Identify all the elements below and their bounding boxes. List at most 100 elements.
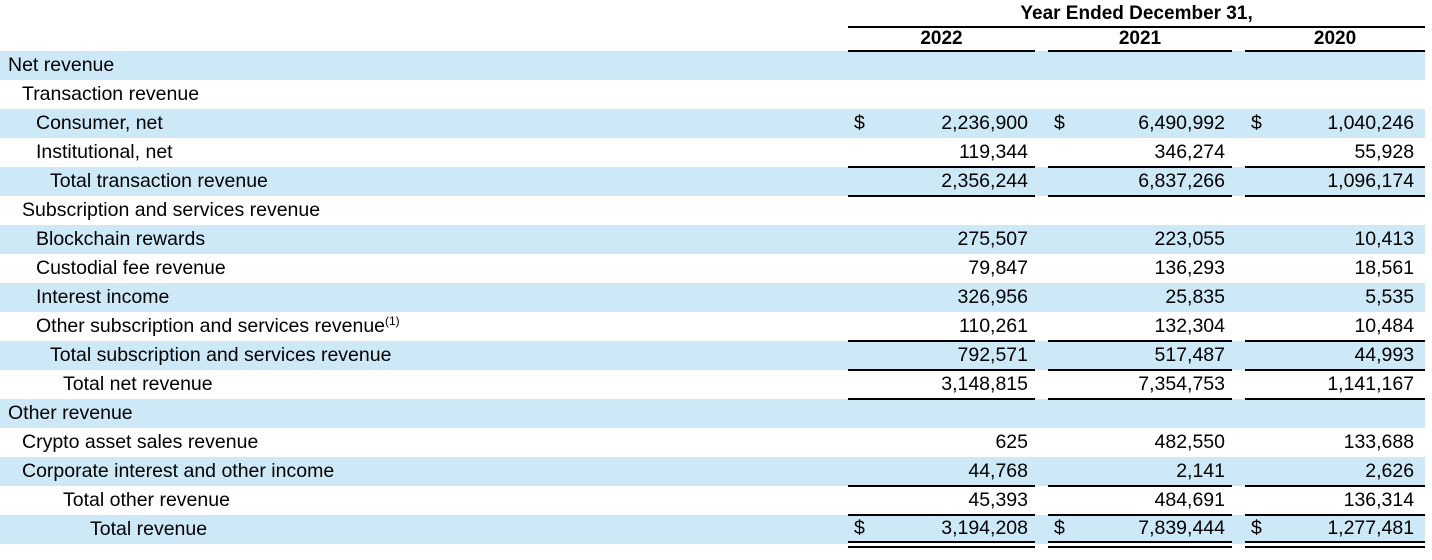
currency-symbol-cell — [1048, 51, 1078, 80]
value-cell: 326,956 — [878, 283, 1035, 312]
table-row: Crypto asset sales revenue 625 482,550 133,… — [0, 428, 1425, 457]
value-cell: 517,487 — [1078, 341, 1232, 371]
column-gap — [1035, 283, 1048, 312]
value-cell: 625 — [995, 431, 1028, 453]
value-cell: 6,837,266 — [1078, 167, 1232, 197]
row-label: Total net revenue — [63, 373, 213, 395]
value-cell — [878, 399, 1035, 428]
column-gap — [1035, 225, 1048, 254]
currency-symbol-cell — [1048, 138, 1078, 168]
currency-symbol-cell — [848, 399, 878, 428]
value-cell: 1,096,174 — [1275, 167, 1426, 197]
empty-cell — [0, 2, 848, 27]
column-gap — [1035, 486, 1048, 515]
currency-symbol-cell — [848, 428, 878, 457]
currency-symbol-cell — [848, 51, 878, 80]
value-cell: 275,507 — [878, 225, 1035, 254]
period-header-row: Year Ended December 31, — [0, 2, 1426, 28]
column-gap — [1035, 196, 1048, 225]
value-cell: 3,148,815 — [878, 370, 1035, 400]
table-row: Corporate interest and other income 44,76… — [0, 457, 1426, 487]
value-cell: 18,561 — [1354, 257, 1415, 279]
row-label: Interest income — [0, 283, 848, 312]
column-gap — [1035, 254, 1048, 283]
column-gap — [1035, 27, 1048, 51]
row-label: Total subscription and services revenue — [0, 341, 848, 370]
year-header-2022: 2022 — [848, 27, 1035, 52]
table-row: Subscription and services revenue — [0, 196, 1425, 225]
column-gap — [1232, 109, 1245, 138]
column-gap — [1232, 341, 1245, 370]
column-gap — [1035, 167, 1048, 196]
currency-symbol-cell — [1245, 138, 1275, 168]
currency-symbol-cell — [1245, 312, 1275, 342]
column-gap — [1035, 399, 1048, 428]
column-gap — [1035, 428, 1048, 457]
currency-symbol-cell — [1245, 370, 1275, 400]
column-gap — [1232, 457, 1245, 486]
row-label: Institutional, net — [36, 141, 173, 163]
currency-symbol-cell — [1245, 457, 1275, 487]
currency-symbol-cell — [848, 486, 878, 516]
currency-symbol-cell: $ — [848, 515, 878, 548]
currency-symbol-cell — [1048, 283, 1078, 312]
year-header-row: 2022 2021 2020 — [0, 27, 1426, 52]
currency-symbol-cell — [1048, 341, 1078, 371]
column-gap — [1232, 51, 1245, 80]
row-label: Crypto asset sales revenue — [22, 431, 259, 453]
value-cell — [1078, 80, 1232, 109]
table-row: Total other revenue 45,393 484,691 136,314 — [0, 486, 1426, 516]
row-label: Net revenue — [0, 51, 848, 80]
value-cell — [1078, 196, 1232, 225]
column-gap — [1232, 399, 1245, 428]
column-gap — [1232, 283, 1245, 312]
currency-symbol-cell — [1245, 51, 1275, 80]
value-cell: 2,626 — [1275, 457, 1426, 487]
column-gap — [1035, 457, 1048, 486]
value-cell: 133,688 — [1343, 431, 1415, 453]
row-label: Custodial fee revenue — [36, 257, 226, 279]
value-cell: 346,274 — [1078, 138, 1232, 168]
row-label: Transaction revenue — [22, 83, 200, 105]
column-gap — [1232, 196, 1245, 225]
value-cell: 136,314 — [1275, 486, 1426, 516]
currency-symbol-cell — [1245, 399, 1275, 428]
currency-symbol-cell: $ — [848, 109, 878, 138]
table-row: Consumer, net $2,236,900 $6,490,992 $1,040,… — [0, 109, 1426, 138]
currency-symbol-cell: $ — [1245, 109, 1275, 138]
currency-symbol-cell — [1245, 254, 1275, 283]
currency-symbol-cell — [1048, 370, 1078, 400]
row-label: Other revenue — [0, 399, 848, 428]
revenue-table: Year Ended December 31, 2022 2021 2020 N… — [0, 2, 1426, 548]
column-gap — [1232, 254, 1245, 283]
value-cell: 110,261 — [878, 312, 1035, 342]
table-row: Custodial fee revenue 79,847 136,293 18,561 — [0, 254, 1425, 283]
value-cell: 2,141 — [1078, 457, 1232, 487]
value-cell: 44,993 — [1275, 341, 1426, 371]
currency-symbol-cell — [1245, 428, 1275, 457]
row-label: Other subscription and services revenue(… — [36, 314, 400, 337]
column-gap — [1232, 428, 1245, 457]
column-gap — [1035, 109, 1048, 138]
currency-symbol-cell — [1245, 225, 1275, 254]
value-cell: 25,835 — [1078, 283, 1232, 312]
value-cell: 79,847 — [968, 257, 1028, 279]
value-cell — [1275, 80, 1425, 109]
currency-symbol-cell — [848, 254, 878, 283]
currency-symbol-cell — [1245, 196, 1275, 225]
table-body: Net revenue Transaction revenue Consumer, … — [0, 51, 1426, 548]
value-cell: 119,344 — [878, 138, 1035, 168]
column-gap — [1035, 515, 1048, 544]
column-gap — [1035, 80, 1048, 109]
value-cell — [878, 80, 1035, 109]
value-cell: 45,393 — [878, 486, 1035, 516]
currency-symbol-cell — [1048, 254, 1078, 283]
currency-symbol-cell — [1245, 486, 1275, 516]
row-label: Corporate interest and other income — [0, 457, 848, 486]
table-header: Year Ended December 31, 2022 2021 2020 — [0, 2, 1426, 52]
value-cell: 136,293 — [1154, 257, 1226, 279]
value-cell: 2,356,244 — [878, 167, 1035, 197]
column-gap — [1035, 370, 1048, 399]
currency-symbol-cell — [848, 312, 878, 342]
table-row: Other revenue — [0, 399, 1426, 428]
